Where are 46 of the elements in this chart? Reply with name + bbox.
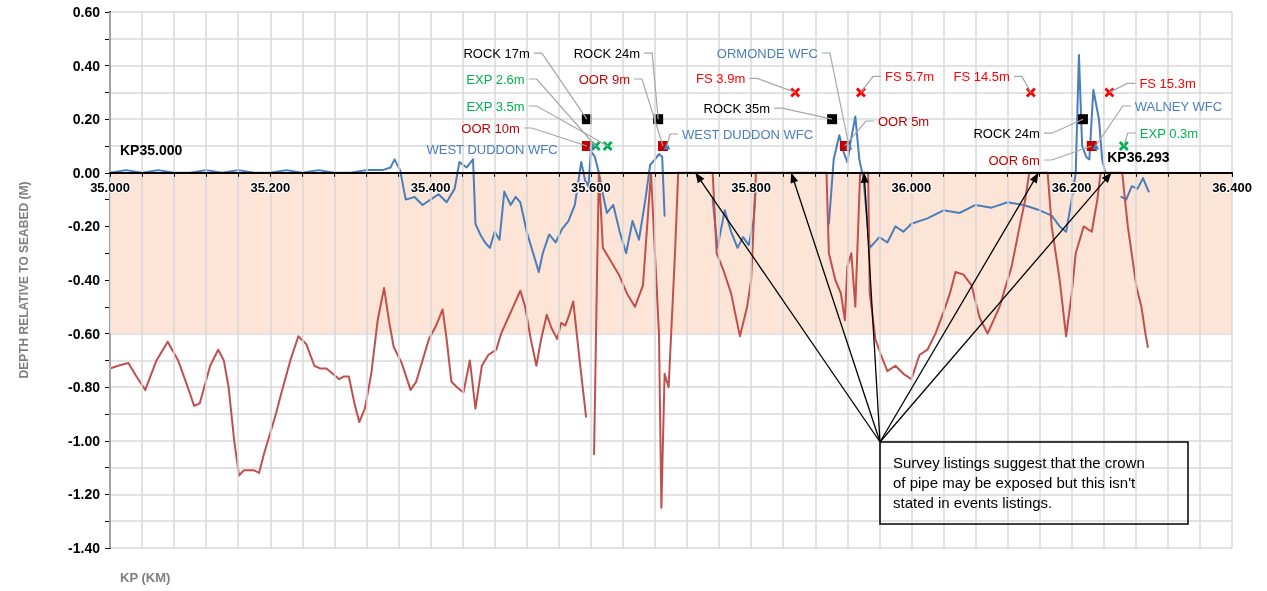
point — [827, 114, 838, 125]
annotation: OOR 6m — [988, 152, 1040, 168]
point — [663, 142, 671, 150]
y-tick-label: 0.20 — [72, 111, 101, 128]
annotation: Survey listings suggest that the crown of pipe may be exposed but this isn't stated in events listings. — [893, 454, 1145, 511]
annotation: OOR 9m — [578, 71, 630, 87]
annotation: OOR 10m — [461, 120, 520, 136]
annotation: FS 15.3m — [1139, 75, 1196, 91]
y-tick-label: 0.40 — [72, 57, 101, 74]
x-axis-title: KP (KM) — [120, 570, 171, 585]
x-tick-label: 35.400 — [410, 179, 451, 195]
point — [1118, 141, 1129, 151]
annotation: WEST DUDDON WFC — [681, 126, 814, 142]
x-tick-label: 35.000 — [90, 179, 130, 195]
annotation: WEST DUDDON WFC — [426, 141, 558, 157]
annotation: FS 5.7m — [884, 68, 935, 84]
annotation: FS 3.9m — [696, 70, 746, 86]
annotation: KP36.293 — [1107, 148, 1170, 165]
x-tick-label: 36.400 — [1212, 179, 1252, 195]
y-tick-label: -1.00 — [68, 432, 101, 449]
annotation: OOR 5m — [877, 113, 930, 129]
annotation: EXP 0.3m — [1139, 125, 1199, 141]
y-tick-label: -1.40 — [68, 540, 101, 556]
x-tick-label: 36.000 — [891, 179, 932, 195]
y-tick-label: -0.40 — [68, 272, 101, 288]
annotation: ORMONDE WFC — [716, 45, 818, 61]
annotation: KP35.000 — [120, 141, 183, 158]
annotation: FS 14.5m — [953, 68, 1010, 84]
point — [790, 87, 801, 98]
annotation: WALNEY WFC — [1134, 98, 1223, 114]
annotation: ROCK 24m — [573, 45, 641, 61]
annotation: ROCK 35m — [703, 100, 771, 116]
y-tick-label: -0.80 — [68, 379, 101, 396]
annotation: ROCK 24m — [973, 125, 1040, 141]
point — [1092, 142, 1100, 150]
y-tick-label: 0.60 — [72, 4, 101, 20]
y-tick-label: -0.60 — [68, 325, 101, 342]
annotation: ROCK 17m — [463, 45, 530, 61]
y-tick-label: -1.20 — [68, 486, 101, 503]
annotation: EXP 2.6m — [466, 71, 525, 87]
point — [1077, 114, 1088, 125]
y-axis-title: DEPTH RELATIVE TO SEABED (M) — [17, 181, 31, 379]
x-tick-label: 35.200 — [250, 179, 291, 195]
annotation: EXP 3.5m — [466, 98, 525, 114]
y-tick-label: 0.00 — [72, 164, 101, 181]
y-tick-label: -0.20 — [68, 218, 101, 235]
